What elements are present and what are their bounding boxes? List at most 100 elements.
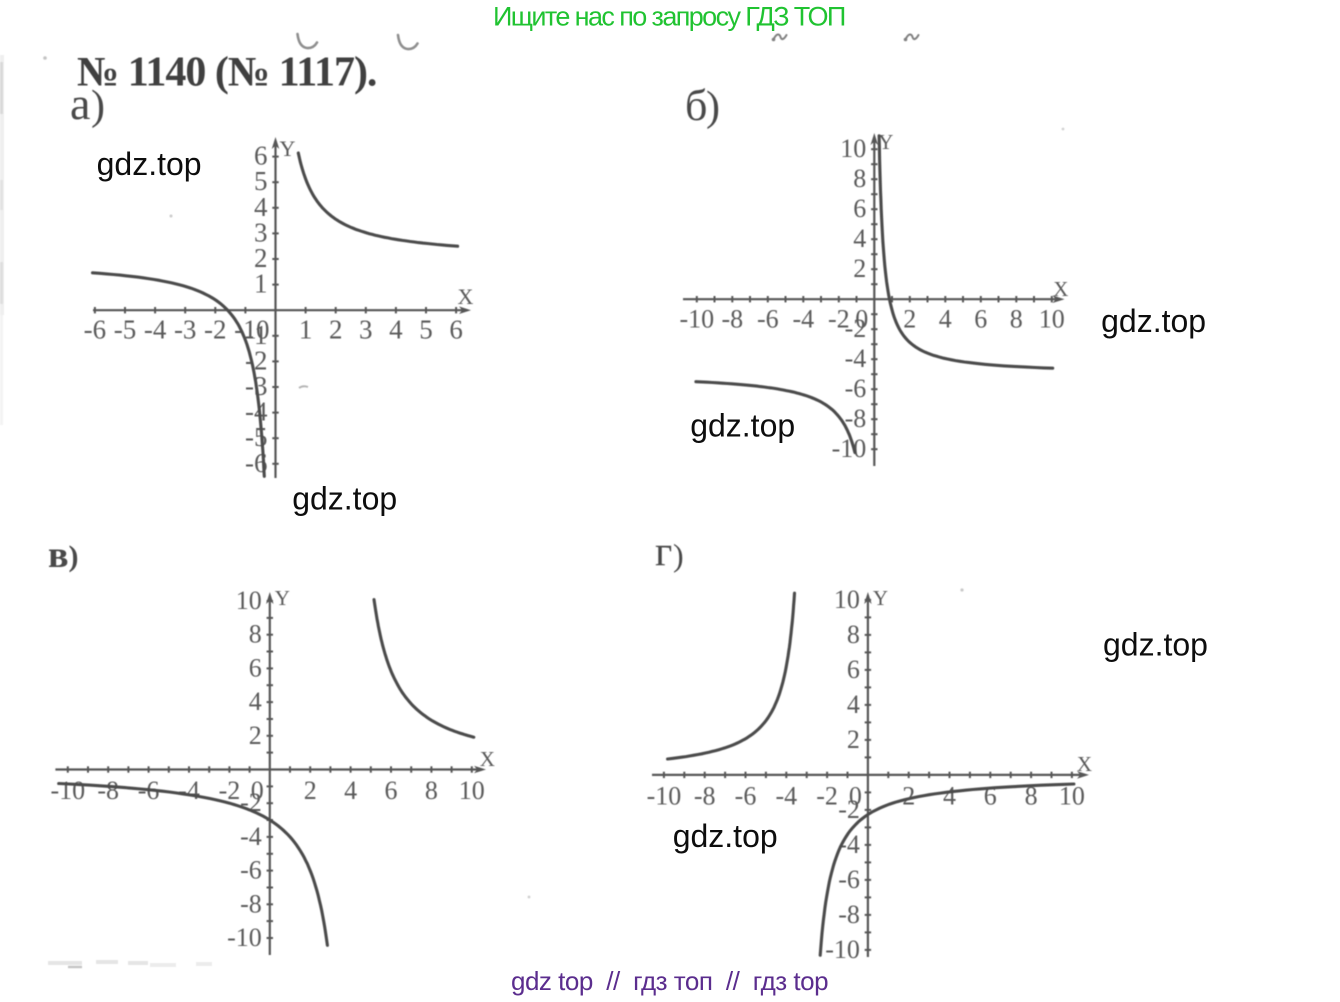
svg-text:-10: -10	[647, 781, 682, 810]
svg-text:gdz top // гдз топ // гдз: gdz top // гдз топ // гдз top	[511, 966, 828, 996]
svg-text:5: 5	[419, 315, 433, 345]
svg-text:-5: -5	[114, 315, 137, 345]
svg-text:8: 8	[1010, 305, 1023, 334]
svg-text:г: г	[655, 530, 672, 576]
svg-text:2: 2	[254, 243, 268, 273]
svg-text:Y: Y	[873, 586, 888, 610]
svg-text:в: в	[48, 534, 69, 576]
svg-text:8: 8	[249, 620, 262, 649]
svg-text:10: 10	[236, 586, 262, 615]
svg-text:): )	[673, 537, 684, 573]
svg-text:6: 6	[984, 781, 997, 810]
svg-text:X: X	[480, 747, 495, 771]
svg-text:10: 10	[1039, 305, 1065, 334]
svg-text:-10: -10	[50, 776, 85, 805]
svg-text:gdz.top: gdz.top	[97, 146, 202, 182]
svg-text:X: X	[1053, 277, 1068, 301]
svg-text:0: 0	[855, 305, 868, 334]
svg-text:-4: -4	[240, 822, 262, 851]
svg-text:X: X	[458, 284, 474, 309]
svg-text:-8: -8	[97, 776, 119, 805]
svg-text:2: 2	[304, 776, 317, 805]
svg-text:-4: -4	[845, 344, 867, 373]
svg-text:8: 8	[853, 164, 866, 193]
svg-text:-4: -4	[792, 305, 814, 334]
svg-text:3: 3	[254, 217, 268, 247]
svg-text:-3: -3	[174, 315, 197, 345]
svg-text:4: 4	[249, 687, 262, 716]
svg-text:1: 1	[254, 269, 268, 299]
svg-text:4: 4	[847, 690, 860, 719]
svg-text:-1: -1	[245, 320, 268, 350]
svg-text:-10: -10	[227, 923, 262, 952]
svg-text:8: 8	[1025, 781, 1038, 810]
svg-text:-8: -8	[240, 889, 262, 918]
svg-text:10: 10	[459, 776, 485, 805]
svg-text:-10: -10	[825, 935, 860, 964]
svg-text:gdz.top: gdz.top	[1103, 626, 1208, 662]
svg-text:4: 4	[344, 776, 357, 805]
svg-text:5: 5	[254, 166, 268, 196]
svg-text:8: 8	[425, 776, 438, 805]
svg-text:6: 6	[449, 315, 463, 345]
svg-text:2: 2	[329, 315, 343, 345]
svg-text:-10: -10	[832, 434, 867, 463]
svg-text:-8: -8	[694, 781, 716, 810]
svg-text:-10: -10	[679, 305, 714, 334]
svg-text:0: 0	[256, 315, 270, 345]
svg-text:-6: -6	[757, 305, 779, 334]
svg-text:-6: -6	[838, 865, 860, 894]
svg-text:4: 4	[254, 192, 268, 222]
svg-text:а: а	[70, 78, 90, 129]
svg-text:-4: -4	[144, 315, 167, 345]
svg-text:-8: -8	[845, 404, 867, 433]
svg-text:Y: Y	[878, 130, 893, 154]
svg-text:-6: -6	[845, 374, 867, 403]
svg-text:-6: -6	[240, 856, 262, 885]
svg-text:0: 0	[251, 776, 264, 805]
svg-text:Y: Y	[275, 586, 290, 610]
svg-text:-4: -4	[245, 397, 268, 427]
svg-text:6: 6	[847, 655, 860, 684]
svg-text:б: б	[685, 81, 707, 130]
svg-text:6: 6	[385, 776, 398, 805]
svg-text:): )	[706, 84, 720, 130]
svg-text:10: 10	[1059, 781, 1085, 810]
svg-text:-2: -2	[816, 781, 838, 810]
svg-text:gdz.top: gdz.top	[690, 407, 795, 443]
svg-text:0: 0	[849, 781, 862, 810]
svg-text:-4: -4	[838, 830, 860, 859]
svg-text:2: 2	[853, 254, 866, 283]
svg-text:8: 8	[847, 620, 860, 649]
svg-text:X: X	[1077, 752, 1092, 776]
svg-text:3: 3	[359, 315, 373, 345]
svg-text:2: 2	[903, 305, 916, 334]
svg-text:10: 10	[834, 585, 860, 614]
svg-text:-6: -6	[84, 315, 107, 345]
svg-text:6: 6	[974, 305, 987, 334]
svg-text:gdz.top: gdz.top	[292, 480, 397, 516]
svg-text:2: 2	[249, 721, 262, 750]
svg-text:-8: -8	[721, 305, 743, 334]
svg-text:): )	[69, 540, 79, 573]
svg-text:-2: -2	[828, 305, 850, 334]
svg-text:gdz.top: gdz.top	[673, 818, 778, 854]
svg-text:-1: -1	[234, 315, 257, 345]
svg-text:4: 4	[943, 781, 956, 810]
svg-text:№ 1140 (№ 1117).: № 1140 (№ 1117).	[77, 50, 376, 96]
svg-text:1: 1	[299, 315, 313, 345]
svg-text:-6: -6	[735, 781, 757, 810]
svg-text:-2: -2	[838, 795, 860, 824]
svg-text:-2: -2	[845, 314, 867, 343]
svg-text:-2: -2	[204, 315, 227, 345]
svg-text:4: 4	[853, 224, 866, 253]
svg-text:10: 10	[840, 134, 866, 163]
svg-text:6: 6	[249, 653, 262, 682]
svg-text:Y: Y	[280, 136, 296, 161]
svg-text:2: 2	[902, 781, 915, 810]
svg-text:-2: -2	[219, 776, 241, 805]
svg-text:-4: -4	[775, 781, 797, 810]
svg-text:gdz.top: gdz.top	[1101, 303, 1206, 339]
svg-text:4: 4	[939, 305, 952, 334]
svg-text:-4: -4	[178, 776, 200, 805]
